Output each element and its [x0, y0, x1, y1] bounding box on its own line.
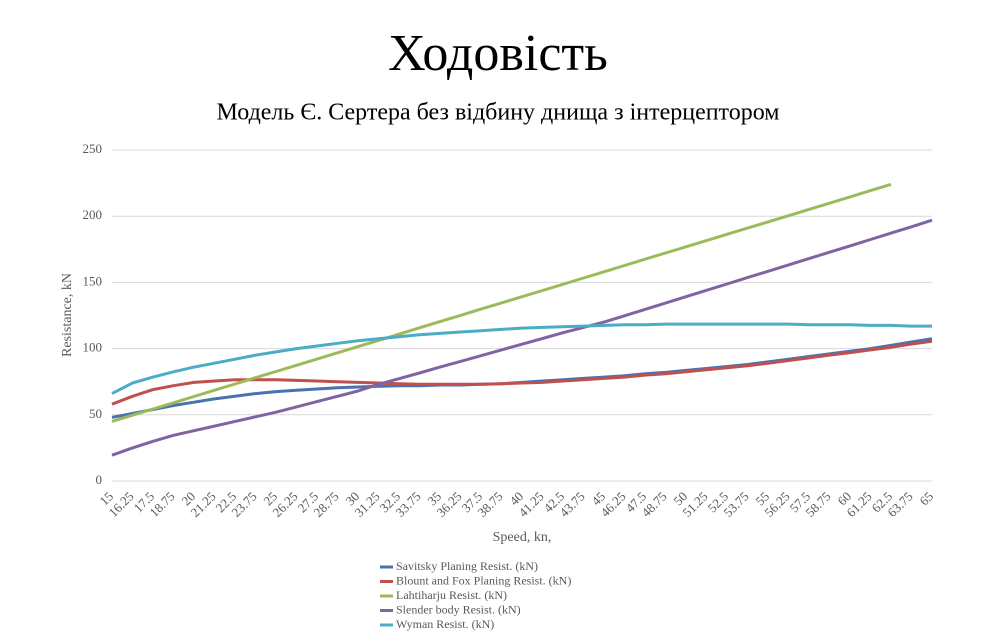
legend-label: Savitsky Planing Resist. (kN): [396, 559, 538, 573]
x-axis-label: Speed, kn,: [493, 530, 552, 545]
y-tick-label: 0: [96, 472, 103, 487]
y-tick-label: 50: [89, 406, 102, 421]
series-line: [111, 339, 933, 406]
chart-title: Ходовість: [388, 25, 608, 82]
legend-label: Lahtiharju Resist. (kN): [396, 588, 507, 602]
series-line: [111, 337, 933, 419]
y-tick-label: 200: [83, 207, 103, 222]
legend-label: Blount and Fox Planing Resist. (kN): [396, 573, 571, 587]
x-tick-label: 65: [916, 489, 936, 509]
legend-label: Slender body Resist. (kN): [396, 602, 521, 616]
chart-subtitle: Модель Є. Сертера без відбину днища з ін…: [217, 100, 780, 126]
legend-label: Wyman Resist. (kN): [396, 617, 494, 631]
series-line: [111, 218, 933, 457]
y-tick-label: 250: [83, 141, 103, 156]
y-axis-label: Resistance, kN: [60, 273, 75, 357]
y-tick-label: 100: [83, 340, 103, 355]
series-line: [111, 182, 892, 423]
series-line: [111, 322, 932, 395]
y-tick-label: 150: [83, 273, 103, 288]
